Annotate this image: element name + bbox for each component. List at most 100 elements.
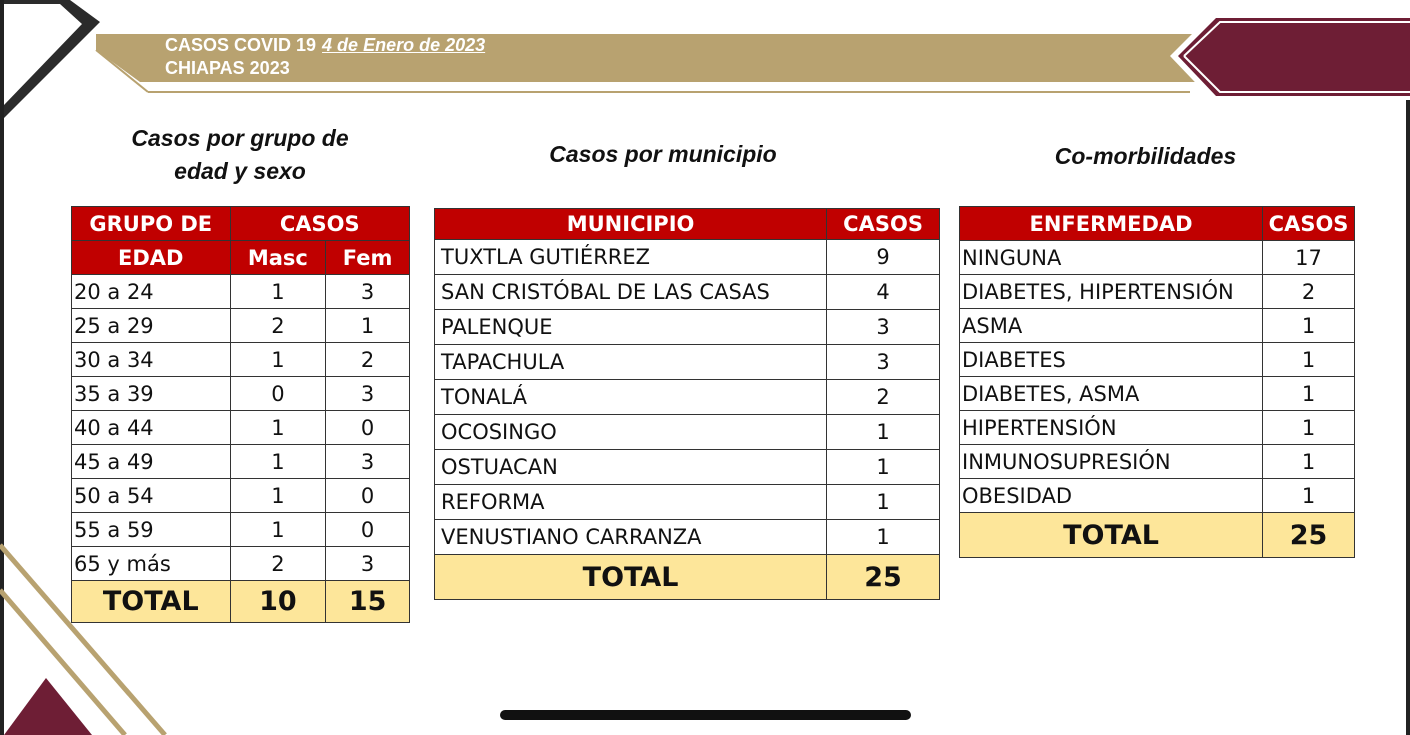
head-masc: Masc [229, 240, 327, 275]
enfermedad-cell: OBESIDAD [958, 478, 1264, 513]
enfermedad-cell: HIPERTENSIÓN [958, 410, 1264, 445]
casos-cell: 2 [1262, 274, 1355, 309]
head-municipio: MUNICIPIO [433, 208, 828, 240]
casos-cell: 9 [826, 239, 940, 275]
header-date: 4 de Enero de 2023 [322, 35, 486, 55]
edad-title-line1: Casos por grupo de [131, 125, 349, 151]
table-row: TAPACHULA 3 [433, 344, 940, 380]
table-row: OBESIDAD 1 [958, 478, 1355, 513]
table-row: 35 a 39 0 3 [71, 376, 410, 411]
total-casos: 25 [826, 554, 940, 600]
enfermedad-cell: INMUNOSUPRESIÓN [958, 444, 1264, 479]
municipio-cell: OSTUACAN [433, 449, 828, 485]
head-casos: CASOS [826, 208, 940, 240]
table-row: DIABETES, HIPERTENSIÓN 2 [958, 274, 1355, 309]
masc-cell: 1 [229, 478, 327, 513]
fem-cell: 0 [325, 478, 410, 513]
masc-cell: 1 [229, 410, 327, 445]
casos-cell: 1 [1262, 444, 1355, 479]
grupo-cell: 65 y más [71, 546, 231, 581]
comorbilidades-title: Co-morbilidades [1054, 143, 1237, 169]
casos-cell: 17 [1262, 240, 1355, 275]
total-casos: 25 [1262, 512, 1355, 558]
municipio-cell: PALENQUE [433, 309, 828, 345]
casos-cell: 1 [1262, 376, 1355, 411]
head-enfermedad: ENFERMEDAD [958, 206, 1264, 241]
grupo-cell: 40 a 44 [71, 410, 231, 445]
masc-cell: 1 [229, 342, 327, 377]
table-row: OSTUACAN 1 [433, 449, 940, 485]
comorbilidades-table: ENFERMEDAD CASOS NINGUNA 17 DIABETES, HI… [958, 206, 1355, 558]
fem-cell: 0 [325, 410, 410, 445]
casos-cell: 1 [826, 519, 940, 555]
grupo-cell: 30 a 34 [71, 342, 231, 377]
table-row: PALENQUE 3 [433, 309, 940, 345]
fem-cell: 1 [325, 308, 410, 343]
table-row: 30 a 34 1 2 [71, 342, 410, 377]
total-label: TOTAL [433, 554, 828, 600]
table-row: 65 y más 2 3 [71, 546, 410, 581]
casos-cell: 1 [826, 449, 940, 485]
total-row: TOTAL 10 15 [71, 580, 410, 623]
total-row: TOTAL 25 [958, 512, 1355, 558]
enfermedad-cell: ASMA [958, 308, 1264, 343]
casos-cell: 1 [826, 414, 940, 450]
edad-title-line2: edad y sexo [174, 158, 306, 184]
head-casos: CASOS [1262, 206, 1355, 241]
total-masc: 10 [229, 580, 327, 623]
table-row: ASMA 1 [958, 308, 1355, 343]
enfermedad-cell: DIABETES, ASMA [958, 376, 1264, 411]
masc-cell: 1 [229, 274, 327, 309]
table-row: TONALÁ 2 [433, 379, 940, 415]
table-row: TUXTLA GUTIÉRREZ 9 [433, 239, 940, 275]
table-row: SAN CRISTÓBAL DE LAS CASAS 4 [433, 274, 940, 310]
enfermedad-cell: DIABETES, HIPERTENSIÓN [958, 274, 1264, 309]
masc-cell: 2 [229, 546, 327, 581]
grupo-cell: 20 a 24 [71, 274, 231, 309]
casos-cell: 3 [826, 344, 940, 380]
municipio-cell: TONALÁ [433, 379, 828, 415]
fem-cell: 2 [325, 342, 410, 377]
municipio-cell: TAPACHULA [433, 344, 828, 380]
fem-cell: 0 [325, 512, 410, 547]
grupo-cell: 55 a 59 [71, 512, 231, 547]
header-line1: CASOS COVID 19 [165, 35, 317, 55]
total-label: TOTAL [71, 580, 231, 623]
grupo-cell: 35 a 39 [71, 376, 231, 411]
head-fem: Fem [325, 240, 410, 275]
casos-cell: 1 [826, 484, 940, 520]
municipio-title: Casos por municipio [549, 141, 777, 167]
table-row: VENUSTIANO CARRANZA 1 [433, 519, 940, 555]
header-line2: CHIAPAS 2023 [165, 58, 290, 78]
table-row: DIABETES, ASMA 1 [958, 376, 1355, 411]
home-indicator [500, 710, 911, 720]
masc-cell: 1 [229, 444, 327, 479]
head-grupo-edad-2: EDAD [71, 240, 231, 275]
table-row: DIABETES 1 [958, 342, 1355, 377]
header-title: CASOS COVID 19 4 de Enero de 2023 CHIAPAS… [165, 34, 485, 80]
fem-cell: 3 [325, 274, 410, 309]
table-row: OCOSINGO 1 [433, 414, 940, 450]
casos-cell: 1 [1262, 410, 1355, 445]
casos-cell: 1 [1262, 478, 1355, 513]
head-grupo-edad-1: GRUPO DE [71, 206, 231, 241]
total-label: TOTAL [958, 512, 1264, 558]
casos-cell: 3 [826, 309, 940, 345]
table-row: 40 a 44 1 0 [71, 410, 410, 445]
municipio-cell: OCOSINGO [433, 414, 828, 450]
municipio-cell: TUXTLA GUTIÉRREZ [433, 239, 828, 275]
masc-cell: 2 [229, 308, 327, 343]
edad-title: Casos por grupo de edad y sexo [70, 122, 410, 188]
casos-cell: 2 [826, 379, 940, 415]
table-row: NINGUNA 17 [958, 240, 1355, 275]
table-row: 25 a 29 2 1 [71, 308, 410, 343]
enfermedad-cell: NINGUNA [958, 240, 1264, 275]
grupo-cell: 25 a 29 [71, 308, 231, 343]
edad-sexo-table: GRUPO DE CASOS EDAD Masc Fem 20 a 24 1 3… [71, 206, 411, 623]
table-row: REFORMA 1 [433, 484, 940, 520]
casos-cell: 1 [1262, 308, 1355, 343]
casos-cell: 1 [1262, 342, 1355, 377]
fem-cell: 3 [325, 376, 410, 411]
grupo-cell: 45 a 49 [71, 444, 231, 479]
grupo-cell: 50 a 54 [71, 478, 231, 513]
